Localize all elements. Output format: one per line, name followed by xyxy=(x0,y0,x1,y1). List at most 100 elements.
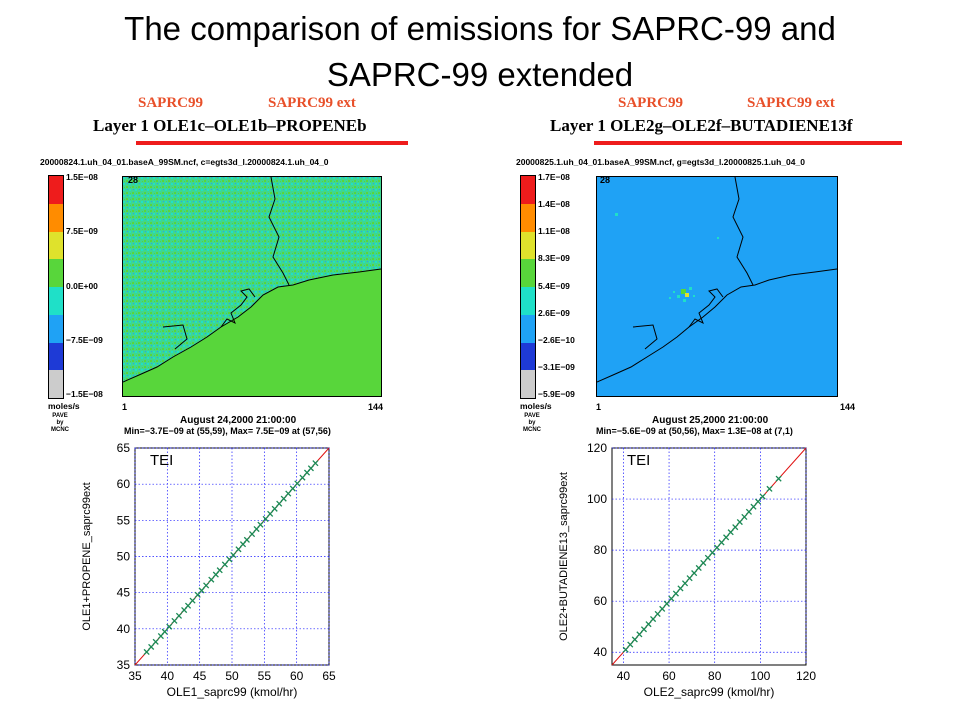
right-scatter-x-tick-label: 100 xyxy=(750,669,770,683)
left-grid-x-min: 1 xyxy=(122,402,128,412)
left-scatter-x-tick-label: 35 xyxy=(128,669,142,683)
left-scatter-y-tick-label: 40 xyxy=(117,622,131,636)
left-scatter-data-point xyxy=(221,561,228,568)
left-scatter-data-point xyxy=(280,495,287,502)
right-scatter-y-tick-label: 120 xyxy=(587,441,607,455)
left-scatter-data-point xyxy=(248,531,256,538)
right-scatter-y-tick-label: 40 xyxy=(594,645,608,659)
left-scatter-x-tick-label: 55 xyxy=(258,669,272,683)
legend-swatch xyxy=(521,231,535,260)
left-scatter-data-point xyxy=(299,474,306,481)
right-grid-x-max: 144 xyxy=(840,402,856,412)
left-scatter-y-tick-label: 35 xyxy=(117,658,131,672)
right-scatter-data-point xyxy=(659,605,666,612)
left-scatter-data-point xyxy=(289,485,296,492)
left-scatter-data-point xyxy=(184,602,192,609)
left-scatter-data-point xyxy=(216,567,223,574)
right-scatter-data-point xyxy=(713,544,721,551)
left-scatter-data-point xyxy=(243,536,250,543)
right-legend-label-7: −2.6E−10 xyxy=(538,335,575,345)
left-map-bay xyxy=(220,288,256,328)
left-scatter-x-tick-label: 40 xyxy=(161,669,175,683)
right-scatter-data-point xyxy=(695,564,702,572)
right-scatter-data-point xyxy=(727,529,734,536)
left-saprc99-label: SAPRC99 xyxy=(138,95,204,111)
left-scatter-data-point xyxy=(175,612,183,619)
right-scatter-data-point xyxy=(741,513,748,520)
right-scatter-x-tick-label: 120 xyxy=(796,669,816,683)
left-units: moles/s xyxy=(48,401,80,411)
right-scatter-data-point xyxy=(645,621,652,628)
right-scatter-data-point xyxy=(691,570,698,577)
right-scatter-data-point xyxy=(654,610,661,618)
left-legend-label-1: 1.5E−08 xyxy=(66,172,98,182)
right-scatter-data-point xyxy=(718,539,725,546)
legend-swatch xyxy=(49,231,63,260)
right-scatter-y-tick-label: 80 xyxy=(594,543,608,557)
right-saprc99-label: SAPRC99 xyxy=(618,95,684,111)
right-legend-label-9: −5.9E−09 xyxy=(538,389,575,399)
right-legend-label-5: 5.4E−09 xyxy=(538,281,570,291)
left-scatter-data-point xyxy=(189,597,196,604)
legend-swatch xyxy=(49,287,63,315)
right-scatter-data-point xyxy=(681,580,689,587)
right-scatter-data-point xyxy=(650,615,657,623)
right-scatter-y-axis-label: OLE2+BUTADIENE13_saprc99ext xyxy=(558,472,570,641)
slide-title-line-1: The comparison of emissions for SAPRC-99… xyxy=(124,10,836,47)
left-scatter-data-point xyxy=(152,638,159,645)
right-legend-label-2: 1.4E−08 xyxy=(538,199,570,209)
right-legend-label-3: 1.1E−08 xyxy=(538,226,570,236)
left-scatter-data-point xyxy=(307,465,314,472)
left-legend-label-5: −1.5E−08 xyxy=(66,389,103,399)
left-scatter-data-point xyxy=(166,623,173,630)
left-scatter-data-point xyxy=(235,546,242,553)
legend-swatch xyxy=(49,259,63,287)
right-scatter-data-point xyxy=(672,590,679,597)
right-emission-map xyxy=(596,176,838,397)
right-scatter-y-tick-label: 60 xyxy=(594,594,608,608)
right-legend-label-4: 8.3E−09 xyxy=(538,253,570,263)
right-map-bay xyxy=(688,288,724,328)
right-scatter-chart: 40 60 80 100 120 40 60 80 100 120 TEI OLE2_saprc99 … xyxy=(558,441,816,699)
right-scatter-x-tick-label: 80 xyxy=(708,669,722,683)
left-scatter-y-tick-label: 60 xyxy=(117,477,131,491)
legend-swatch xyxy=(49,203,63,232)
left-scatter-data-point xyxy=(198,587,205,594)
right-scatter-data-point xyxy=(668,595,675,602)
right-scatter-data-point xyxy=(700,559,707,566)
right-legend-colorbar xyxy=(520,175,536,399)
right-scatter-x-tick-label: 40 xyxy=(617,669,631,683)
left-map-coastline xyxy=(122,268,382,383)
left-scatter-data-point xyxy=(148,643,155,650)
left-scatter-data-point xyxy=(208,576,215,583)
right-scatter-data-point xyxy=(640,626,648,633)
left-legend-label-4: −7.5E−09 xyxy=(66,335,103,345)
left-scatter-annotation: TEI xyxy=(150,452,173,469)
left-grid-top: 28 xyxy=(128,175,139,185)
left-scatter-x-tick-label: 45 xyxy=(193,669,207,683)
left-map-boundary-2 xyxy=(162,324,188,350)
left-scatter-data-point xyxy=(257,521,264,528)
right-pave-credit: PAVE by MCNC xyxy=(523,413,541,433)
left-pave-credit: PAVE by MCNC xyxy=(51,413,69,433)
left-scatter-y-tick-label: 65 xyxy=(117,441,131,455)
left-grid-x-max: 144 xyxy=(368,402,384,412)
left-file-line: 20000824.1.uh_04_01.baseA_99SM.ncf, c=eg… xyxy=(40,157,329,167)
left-scatter-data-point xyxy=(312,460,319,467)
right-scatter-data-point xyxy=(732,524,739,531)
right-map-boundary-1 xyxy=(732,176,754,286)
right-legend-label-1: 1.7E−08 xyxy=(538,172,570,182)
legend-swatch xyxy=(49,370,63,398)
left-scatter-data-point xyxy=(267,510,274,517)
left-legend-label-2: 7.5E−09 xyxy=(66,226,98,236)
left-scatter-data-point xyxy=(171,617,178,624)
left-scatter-x-axis-label: OLE1_saprc99 (kmol/hr) xyxy=(167,685,298,699)
left-emission-map xyxy=(122,176,382,397)
slide-title-line-2: SAPRC-99 extended xyxy=(326,56,634,93)
right-scatter-annotation: TEI xyxy=(627,452,650,469)
left-map-svg xyxy=(122,176,382,383)
right-map-hotspot xyxy=(615,213,719,302)
right-scatter-data-point xyxy=(631,636,638,643)
right-legend-label-8: −3.1E−09 xyxy=(538,362,575,372)
left-scatter-data-point xyxy=(230,551,237,559)
